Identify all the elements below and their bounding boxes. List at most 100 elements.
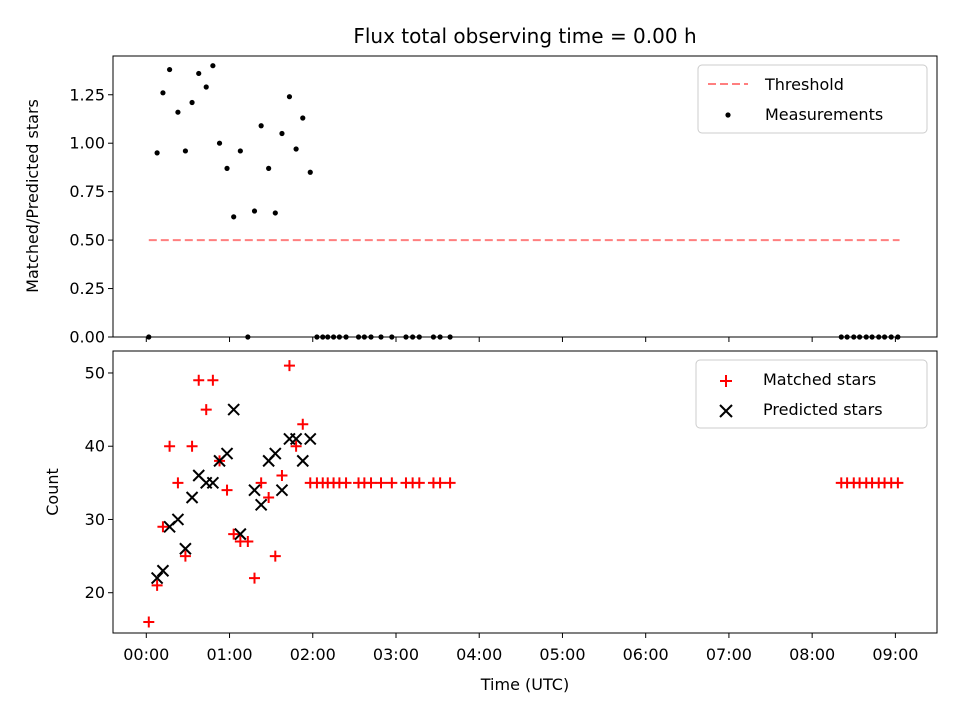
matched-stars-point [413, 477, 425, 489]
matched-stars-point [200, 404, 212, 416]
matched-stars-point [365, 477, 377, 489]
matched-stars-point [297, 418, 309, 430]
matched-stars-point [186, 440, 198, 452]
x-tick-label: 04:00 [456, 645, 502, 664]
measurements-point [175, 109, 181, 115]
measurements-point [210, 63, 216, 69]
counts-y-axis-label: Count [43, 468, 62, 516]
matched-stars-point [434, 477, 446, 489]
matched-stars-point [892, 477, 904, 489]
matched-stars-point [269, 550, 281, 562]
predicted-stars-point [179, 542, 192, 555]
x-tick-label: 02:00 [290, 645, 336, 664]
measurements-point [166, 66, 173, 73]
measurements-point [216, 140, 223, 146]
x-tick-label: 09:00 [872, 645, 918, 664]
predicted-stars-point [185, 491, 199, 504]
matched-stars-point [386, 477, 398, 489]
x-tick-label: 03:00 [373, 645, 419, 664]
x-tick-label: 00:00 [123, 645, 169, 664]
counts-y-tick-label: 20 [85, 583, 105, 602]
predicted-legend-swatch [719, 404, 733, 418]
counts-y-tick-label: 30 [85, 510, 105, 529]
x-tick-label: 06:00 [623, 645, 669, 664]
ratio-x-ticks [145, 337, 896, 342]
ratio-y-tick-label: 0.00 [69, 328, 105, 347]
measurements-point [237, 148, 243, 154]
counts-legend: Matched stars Predicted stars [695, 359, 928, 429]
measurements-legend-label: Measurements [765, 105, 883, 124]
measurements-point [154, 150, 160, 156]
predicted-legend-label: Predicted stars [763, 400, 883, 419]
measurements-point [251, 208, 258, 214]
measurements-point [189, 99, 195, 106]
ratio-legend: Threshold Measurements [697, 64, 928, 134]
predicted-stars-point [254, 498, 268, 512]
predicted-stars-point [275, 483, 289, 497]
predicted-stars-point [156, 564, 170, 577]
measurements-point [203, 84, 209, 90]
ratio-y-tick-label: 0.50 [69, 231, 105, 250]
threshold-legend-label: Threshold [764, 75, 844, 94]
measurements-legend-swatch [725, 112, 731, 118]
predicted-stars-point [248, 483, 261, 497]
matched-stars-point [255, 477, 267, 489]
measurements-point [266, 165, 272, 171]
counts-legend-box [695, 359, 928, 429]
matched-stars-point [248, 572, 260, 584]
ratio-y-tick-label: 0.25 [69, 279, 105, 298]
predicted-stars-point [296, 454, 309, 468]
measurements-point [286, 94, 293, 100]
matched-stars-point [172, 477, 184, 489]
ratio-y-tick-label: 1.25 [69, 85, 105, 104]
measurements-point [231, 214, 237, 220]
matched-stars-point [242, 535, 254, 547]
measurements-point [258, 123, 264, 129]
matched-stars-point [179, 550, 191, 562]
predicted-stars-point [227, 403, 240, 416]
counts-y-tick-label: 40 [85, 437, 105, 456]
measurements-point [160, 90, 166, 96]
x-tick-label: 05:00 [539, 645, 585, 664]
matched-stars-point [221, 484, 233, 496]
measurements-point [182, 148, 189, 154]
ratio-y-tick-label: 1.00 [69, 134, 105, 153]
measurements-point [279, 130, 285, 137]
matched-stars-point [283, 360, 295, 372]
chart-title: Flux total observing time = 0.00 h [353, 24, 696, 48]
counts-y-tick-label: 50 [85, 363, 105, 382]
ratio-y-tick-label: 0.75 [69, 182, 105, 201]
matched-stars-point [340, 477, 352, 489]
x-tick-label: 08:00 [789, 645, 835, 664]
ratio-legend-box [697, 64, 928, 134]
predicted-stars-point [220, 447, 234, 460]
ratio-marks [146, 63, 901, 340]
counts-plot-frame [112, 350, 938, 634]
ratio-panel: 0.00 0.25 0.50 0.75 1.00 1.25 Matched/Predict… [23, 55, 938, 347]
predicted-stars-point [150, 571, 164, 585]
ratio-plot-frame [112, 55, 938, 338]
matched-stars-point [157, 521, 169, 533]
matched-stars-point [164, 440, 176, 452]
counts-y-ticks: 20 30 40 50 [85, 363, 113, 602]
measurements-point [196, 70, 202, 77]
matched-legend-swatch [720, 375, 732, 387]
predicted-stars-point [304, 432, 317, 446]
predicted-stars-point [269, 447, 282, 460]
predicted-stars-point [171, 513, 185, 526]
matched-stars-point [263, 491, 275, 503]
counts-x-ticks: 00:00 01:00 02:00 03:00 04:00 05:00 06:00 07:00… [123, 633, 918, 664]
matched-stars-point [444, 477, 456, 489]
matched-stars-point [375, 477, 387, 489]
matched-legend-label: Matched stars [763, 370, 876, 389]
predicted-stars-point [206, 476, 220, 490]
x-tick-label: 01:00 [206, 645, 252, 664]
matched-stars-point [207, 374, 219, 386]
counts-panel: 20 30 40 50 00:00 01:00 02:00 03:00 04:00 05:00 0… [43, 350, 938, 694]
matched-stars-point [276, 470, 288, 482]
measurements-point [307, 169, 313, 175]
predicted-stars-point [234, 527, 247, 541]
measurements-point [272, 210, 278, 216]
measurements-point [293, 146, 299, 152]
